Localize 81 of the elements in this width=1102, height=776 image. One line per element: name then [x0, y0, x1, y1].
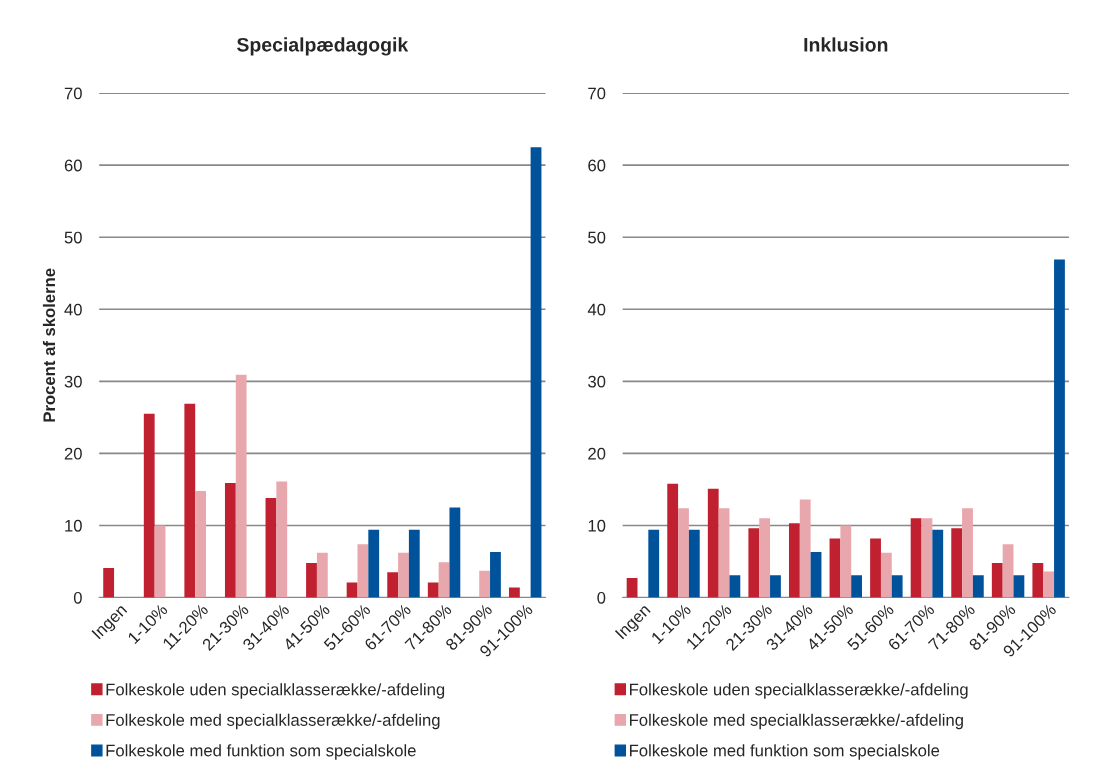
bar: [154, 525, 166, 598]
bar: [1002, 544, 1014, 598]
bar: [788, 523, 800, 598]
bar: [729, 575, 741, 598]
bar: [508, 587, 520, 598]
bar: [667, 483, 679, 598]
bar: [427, 582, 439, 598]
bar: [449, 507, 461, 598]
y-tick-label: 70: [64, 87, 82, 100]
bar: [1054, 259, 1065, 598]
y-tick-label: 60: [64, 159, 82, 172]
bar: [368, 529, 380, 598]
bar: [398, 552, 409, 598]
legend-label: Folkeskole med funktion som specialskole: [106, 744, 416, 760]
bar: [891, 575, 903, 598]
bar: [921, 518, 933, 598]
y-tick-label: 30: [64, 375, 82, 388]
bar: [770, 575, 781, 598]
legend-label: Folkeskole uden specialklasserække/-afdeling: [630, 683, 968, 699]
bar: [932, 529, 944, 598]
legend-label: Folkeskole med specialklasserække/-afdeling: [630, 713, 963, 730]
y-tick-label: 70: [588, 87, 606, 100]
legend-label: Folkeskole uden specialklasserække/-afdeling: [106, 683, 445, 699]
bar: [408, 529, 420, 598]
y-tick-label: 20: [588, 447, 606, 460]
bar: [951, 528, 963, 598]
bar: [143, 413, 155, 598]
bar: [870, 538, 881, 598]
bar: [387, 572, 399, 598]
y-tick-label: 40: [587, 303, 606, 316]
bar: [316, 552, 328, 598]
bar: [688, 529, 700, 598]
y-tick-label: 60: [588, 159, 606, 172]
bar: [910, 518, 922, 598]
chart-title: Specialpædagogik: [237, 37, 409, 56]
y-tick-label: 30: [588, 375, 606, 388]
y-axis-title: Procent af skolerne: [42, 268, 56, 422]
chart-title: Inklusion: [804, 37, 888, 52]
bar: [678, 508, 689, 598]
bar: [530, 147, 542, 598]
bar: [438, 562, 450, 598]
bar: [306, 562, 317, 598]
legend-label: Folkeskole med funktion som specialskole: [630, 744, 940, 760]
bar: [235, 374, 247, 598]
bar: [1043, 571, 1055, 598]
bar: [479, 570, 491, 598]
bar: [276, 481, 288, 598]
bar: [799, 499, 811, 598]
legend-label: Folkeskole med specialklasserække/-afdeling: [106, 713, 440, 730]
y-tick-label: 20: [64, 447, 82, 460]
bar: [759, 518, 771, 598]
bar: [490, 552, 501, 598]
bar: [748, 528, 760, 598]
bar: [718, 508, 730, 598]
y-tick-label: 50: [64, 231, 82, 244]
bar: [265, 498, 277, 598]
y-tick-label: 10: [65, 519, 82, 532]
bar: [224, 482, 236, 598]
bar: [810, 552, 822, 598]
bar: [880, 552, 892, 598]
bar: [972, 575, 984, 598]
bar: [195, 490, 207, 598]
bar: [626, 578, 638, 598]
bar: [1032, 562, 1044, 598]
bar: [184, 403, 196, 598]
bar: [829, 538, 841, 598]
bar: [991, 562, 1003, 598]
y-tick-label: 0: [597, 591, 606, 604]
bar: [1013, 575, 1025, 598]
bar: [840, 525, 852, 598]
bar: [707, 488, 719, 598]
y-tick-label: 40: [64, 303, 82, 316]
bar: [357, 544, 369, 598]
bar: [648, 529, 660, 598]
bar: [962, 508, 973, 598]
bar: [346, 582, 358, 598]
bar: [103, 567, 115, 598]
y-tick-label: 0: [73, 591, 82, 604]
y-tick-label: 10: [588, 519, 606, 532]
y-tick-label: 50: [588, 231, 606, 244]
bar: [851, 575, 863, 598]
